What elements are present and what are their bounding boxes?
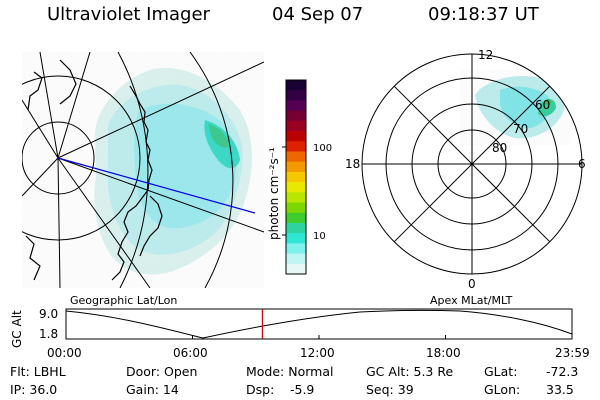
left-panel-caption: Geographic Lat/Lon: [70, 294, 177, 307]
colorbar-segment: [286, 131, 306, 142]
graticule: [22, 52, 264, 288]
colorbar-unit-label: photon cm⁻²s⁻¹: [267, 147, 281, 240]
colorbar-segment: [286, 243, 306, 255]
altitude-ytick-1.8: 1.8: [39, 327, 58, 341]
colorbar-segment: [286, 110, 306, 122]
polar-plot: 12 18 6 0 60 70 80: [345, 48, 586, 291]
mode-status: Mode: Normal: [246, 364, 334, 379]
colorbar-segment: [286, 182, 306, 193]
colorbar-segment: [286, 202, 306, 214]
seq-status: Seq: 39: [366, 382, 414, 397]
mlt-label-0: 0: [468, 277, 476, 291]
date-label: 04 Sep 07: [272, 4, 364, 25]
altitude-xtick-2359: 23:59: [555, 346, 590, 360]
right-panel-caption: Apex MLat/MLT: [430, 294, 513, 307]
colorbar-frame: [285, 79, 307, 275]
mlat-label-60: 60: [535, 98, 550, 112]
altitude-ytick-9: 9.0: [39, 307, 58, 321]
dsp-label: Dsp:: [246, 382, 275, 397]
coastline: [25, 59, 163, 281]
door-status: Door: Open: [126, 364, 198, 379]
altitude-xtick-0600: 06:00: [173, 346, 208, 360]
altitude-xtick-0000: 00:00: [47, 346, 82, 360]
altitude-xtick-1800: 18:00: [426, 346, 461, 360]
colorbar: [286, 80, 306, 275]
gc-alt-status: GC Alt: 5.3 Re: [366, 364, 454, 379]
colorbar-segment: [286, 120, 306, 132]
mlt-label-18: 18: [345, 157, 360, 171]
gain-status: Gain: 14: [126, 382, 179, 397]
geographic-map: [22, 52, 264, 288]
altitude-curve: [65, 309, 573, 339]
glon-label: GLon:: [484, 382, 521, 397]
mlat-label-70: 70: [513, 122, 528, 136]
colorbar-segment: [286, 233, 306, 244]
colorbar-segment: [286, 80, 306, 91]
colorbar-segment: [286, 100, 306, 112]
colorbar-segment: [286, 192, 306, 204]
altitude-plot-frame: [65, 308, 573, 340]
look-direction-line: [57, 157, 256, 214]
glat-value: -72.3: [546, 364, 579, 379]
glat-label: GLat:: [484, 364, 518, 379]
colorbar-segment: [286, 253, 306, 265]
colorbar-tick-10: 10: [313, 231, 326, 242]
colorbar-segment: [286, 161, 306, 173]
colorbar-segment: [286, 90, 306, 102]
ip-status: IP: 36.0: [10, 382, 58, 397]
colorbar-segment: [286, 222, 306, 234]
colorbar-segment: [286, 171, 306, 183]
colorbar-segment: [286, 141, 306, 153]
colorbar-tick-100: 100: [313, 143, 332, 154]
instrument-title: Ultraviolet Imager: [47, 4, 210, 25]
mlt-label-12: 12: [478, 48, 493, 62]
colorbar-segment: [286, 212, 306, 224]
glon-value: 33.5: [546, 382, 574, 397]
altitude-ylabel: GC Alt: [10, 310, 24, 348]
colorbar-segment: [286, 151, 306, 163]
filter-status: Flt: LBHL: [10, 364, 66, 379]
mlat-label-80: 80: [492, 141, 507, 155]
time-label: 09:18:37 UT: [428, 4, 539, 25]
altitude-plot: [65, 308, 573, 340]
mlt-label-6: 6: [578, 157, 586, 171]
dsp-value: -5.9: [290, 382, 315, 397]
altitude-xtick-1200: 12:00: [300, 346, 335, 360]
colorbar-segment: [286, 263, 306, 275]
